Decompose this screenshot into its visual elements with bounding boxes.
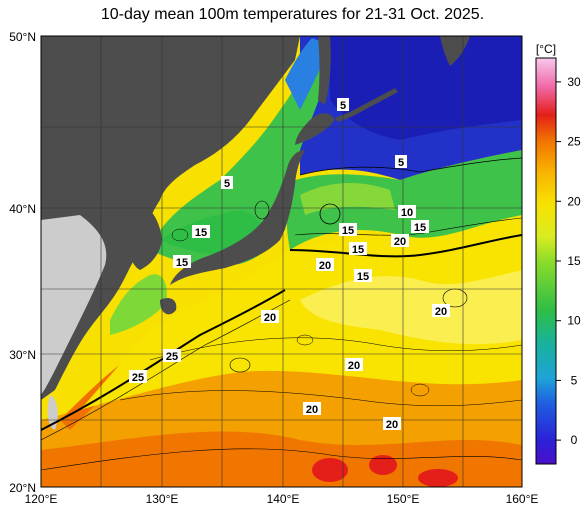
colorbar-tick-label: 15 xyxy=(567,254,581,268)
kuril-islands xyxy=(335,88,398,122)
svg-text:10: 10 xyxy=(401,207,413,219)
lon-label: 120°E xyxy=(25,492,58,506)
svg-text:15: 15 xyxy=(176,257,188,269)
contour-label: 20 xyxy=(345,358,363,372)
latitude-labels: 50°N 40°N 30°N 20°N xyxy=(9,30,36,495)
coastal-land-light xyxy=(41,215,107,395)
contour-label: 25 xyxy=(129,370,147,384)
svg-text:20: 20 xyxy=(348,360,360,372)
contour-label: 15 xyxy=(411,220,429,234)
colorbar-unit: [°C] xyxy=(536,42,556,56)
colorbar-tick-label: 0 xyxy=(571,433,578,447)
graticule xyxy=(41,36,522,487)
contour-label: 10 xyxy=(398,205,416,219)
svg-text:15: 15 xyxy=(352,244,364,256)
contour-label: 20 xyxy=(303,402,321,416)
japan-hokkaido xyxy=(295,113,335,145)
svg-text:20: 20 xyxy=(435,306,447,318)
longitude-labels: 120°E 130°E 140°E 150°E 160°E xyxy=(25,492,539,506)
isotherm-contours xyxy=(41,157,522,471)
svg-text:5: 5 xyxy=(398,157,404,169)
colorbar-tick-label: 25 xyxy=(567,135,581,149)
lon-label: 130°E xyxy=(146,492,179,506)
colorbar-tick-label: 10 xyxy=(567,314,581,328)
lon-label: 150°E xyxy=(387,492,420,506)
japan-honshu xyxy=(170,150,305,285)
lat-label: 50°N xyxy=(9,30,36,44)
svg-text:25: 25 xyxy=(132,372,144,384)
contour-label: 15 xyxy=(354,269,372,283)
kamchatka-land xyxy=(440,36,470,66)
contour-label: 20 xyxy=(383,417,401,431)
contour-label: 20 xyxy=(391,234,409,248)
svg-text:20: 20 xyxy=(386,419,398,431)
korean-peninsula xyxy=(127,200,162,270)
sakhalin-island xyxy=(318,36,331,105)
colorbar-ticks: 30 25 20 15 10 5 0 xyxy=(556,75,581,447)
lat-label: 30°N xyxy=(9,348,36,362)
contour-label: 5 xyxy=(395,155,407,169)
svg-text:20: 20 xyxy=(319,260,331,272)
contour-label: 20 xyxy=(432,304,450,318)
svg-text:20: 20 xyxy=(394,236,406,248)
lon-label: 140°E xyxy=(267,492,300,506)
colorbar-tick-label: 5 xyxy=(571,373,578,387)
lat-label: 20°N xyxy=(9,481,36,495)
contour-label: 20 xyxy=(316,258,334,272)
svg-text:5: 5 xyxy=(224,178,230,190)
svg-text:5: 5 xyxy=(340,100,346,112)
svg-text:25: 25 xyxy=(166,351,178,363)
contour-label: 5 xyxy=(221,176,233,190)
contour-label: 20 xyxy=(261,310,279,324)
contour-label: 25 xyxy=(163,349,181,363)
lat-label: 40°N xyxy=(9,202,36,216)
svg-text:15: 15 xyxy=(414,222,426,234)
svg-text:15: 15 xyxy=(357,271,369,283)
svg-text:15: 15 xyxy=(195,227,207,239)
colorbar: [°C] 30 25 20 15 10 5 0 xyxy=(535,42,581,465)
svg-text:15: 15 xyxy=(342,225,354,237)
contour-label: 15 xyxy=(339,223,357,237)
lon-label: 160°E xyxy=(506,492,539,506)
contour-label: 15 xyxy=(173,255,191,269)
svg-text:20: 20 xyxy=(306,404,318,416)
contour-label: 5 xyxy=(337,98,349,112)
colorbar-gradient xyxy=(535,57,557,465)
taiwan-land xyxy=(47,395,58,430)
colorbar-tick-label: 20 xyxy=(567,194,581,208)
contour-label: 15 xyxy=(192,225,210,239)
contour-labels: 5 5 5 15 15 15 15 15 10 15 20 20 20 20 2… xyxy=(129,98,450,431)
japan-kyushu xyxy=(160,298,177,315)
colorbar-tick-label: 30 xyxy=(567,75,581,89)
map-title: 10-day mean 100m temperatures for 21-31 … xyxy=(100,6,485,23)
svg-text:20: 20 xyxy=(264,312,276,324)
contour-label: 15 xyxy=(349,242,367,256)
map-frame xyxy=(40,35,523,488)
